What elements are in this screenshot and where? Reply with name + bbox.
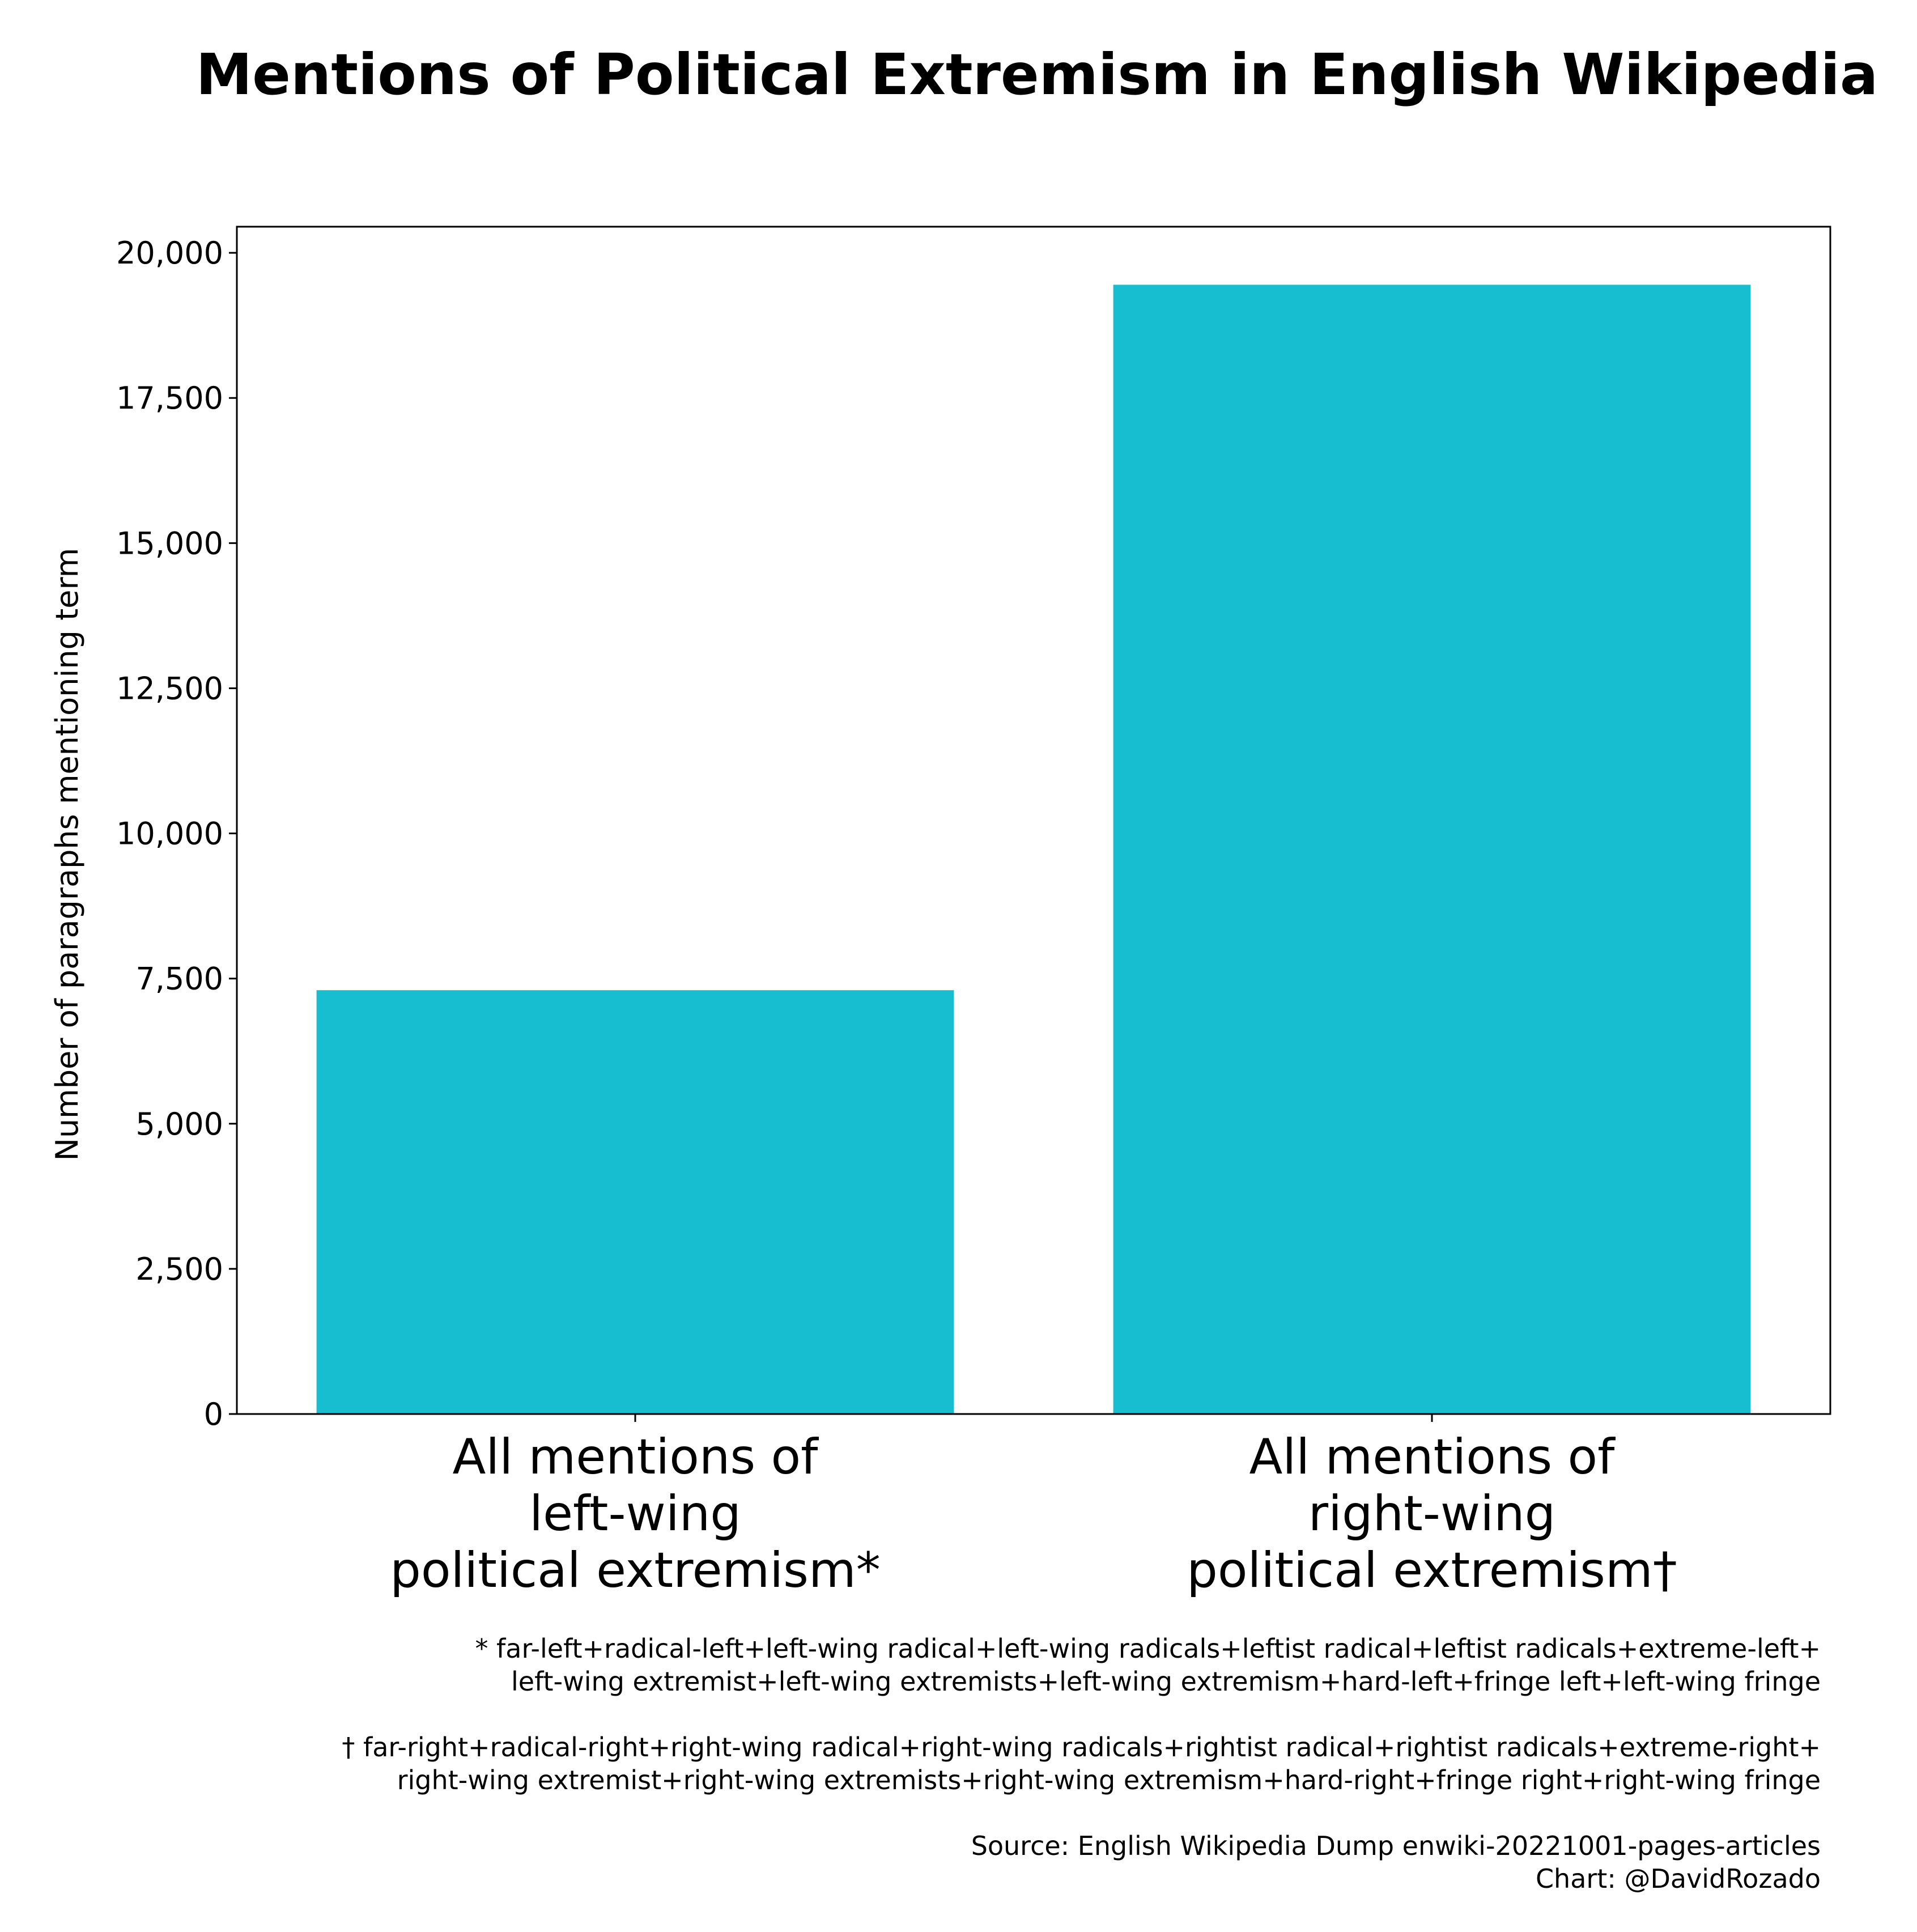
left-footnote-line-2: left-wing extremist+left-wing extremists… — [511, 1666, 1821, 1697]
y-tick-label-4: 10,000 — [116, 816, 223, 852]
x-tick-label-0-line-2: political extremism* — [390, 1542, 880, 1599]
bar-1 — [1113, 285, 1751, 1415]
footnotes: * far-left+radical-left+left-wing radica… — [64, 1632, 1821, 1895]
x-tick-label-0: All mentions of left-wing political extrem… — [390, 1429, 880, 1599]
left-wing-footnote: * far-left+radical-left+left-wing radica… — [64, 1632, 1821, 1698]
source-credit: Source: English Wikipedia Dump enwiki-20… — [64, 1829, 1821, 1895]
right-footnote-line-1: † far-right+radical-right+right-wing rad… — [342, 1732, 1821, 1763]
plot-frame — [236, 226, 1831, 1415]
y-tick-label-5: 12,500 — [116, 670, 223, 706]
source-text: Source: English Wikipedia Dump enwiki-20… — [971, 1831, 1821, 1861]
x-tick-label-0-line-1: left-wing — [529, 1485, 741, 1542]
y-axis-label: Number of paragraphs mentioning term — [49, 548, 85, 1161]
right-wing-footnote: † far-right+radical-right+right-wing rad… — [64, 1731, 1821, 1797]
x-tick-label-0-line-0: All mentions of — [453, 1429, 819, 1485]
y-tick-label-0: 0 — [204, 1396, 223, 1432]
chart-title: Mentions of Political Extremism in Engli… — [195, 41, 1878, 108]
y-tick-label-6: 15,000 — [116, 525, 223, 561]
x-tick-label-1: All mentions of right-wing political extre… — [1187, 1429, 1677, 1599]
bar-0 — [316, 990, 954, 1414]
y-tick-label-2: 5,000 — [135, 1106, 223, 1142]
left-footnote-line-1: * far-left+radical-left+left-wing radica… — [475, 1633, 1821, 1664]
x-tick-label-1-line-1: right-wing — [1308, 1485, 1555, 1542]
x-tick-label-1-line-0: All mentions of — [1249, 1429, 1616, 1485]
y-tick-label-8: 20,000 — [116, 235, 223, 271]
y-tick-label-3: 7,500 — [135, 961, 223, 997]
credit-text: Chart: @DavidRozado — [1535, 1863, 1821, 1894]
y-tick-label-1: 2,500 — [135, 1251, 223, 1287]
x-tick-label-1-line-2: political extremism† — [1187, 1542, 1677, 1599]
y-tick-label-7: 17,500 — [116, 380, 223, 416]
right-footnote-line-2: right-wing extremist+right-wing extremis… — [397, 1765, 1821, 1795]
